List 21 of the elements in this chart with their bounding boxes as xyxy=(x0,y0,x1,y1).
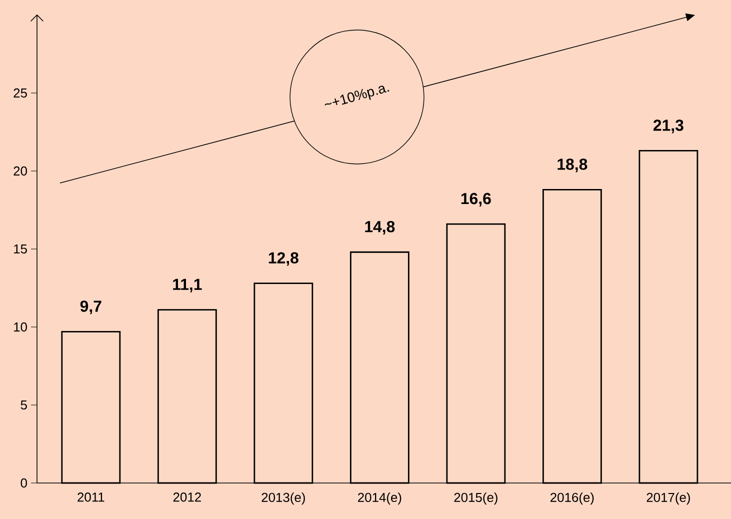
y-tick-label: 15 xyxy=(14,244,27,254)
x-tick-label: 2015(e) xyxy=(454,492,498,505)
data-label: 16,6 xyxy=(461,192,491,207)
y-tick-label: 0 xyxy=(20,478,27,488)
data-label: 12,8 xyxy=(268,252,298,266)
x-tick-label: 2016(e) xyxy=(550,492,594,505)
y-tick-label: 5 xyxy=(20,400,27,410)
x-tick-label: 2013(e) xyxy=(262,492,305,505)
x-tick-label: 2012 xyxy=(173,492,201,502)
x-tick-label: 2017(e) xyxy=(646,492,690,505)
x-tick-label: 2011 xyxy=(78,492,104,502)
data-label: 11,1 xyxy=(173,278,202,292)
data-label: 21,3 xyxy=(653,120,684,134)
data-label: 18,8 xyxy=(558,158,588,172)
x-tick-label: 2014(e) xyxy=(358,492,402,505)
y-tick-label: 25 xyxy=(14,88,27,98)
annotation: ~+10%p.a. xyxy=(324,86,390,106)
y-tick-label: 20 xyxy=(14,166,27,176)
data-label: 9,7 xyxy=(80,300,102,314)
y-tick-label: 10 xyxy=(14,322,27,332)
data-label: 14,8 xyxy=(365,221,395,235)
